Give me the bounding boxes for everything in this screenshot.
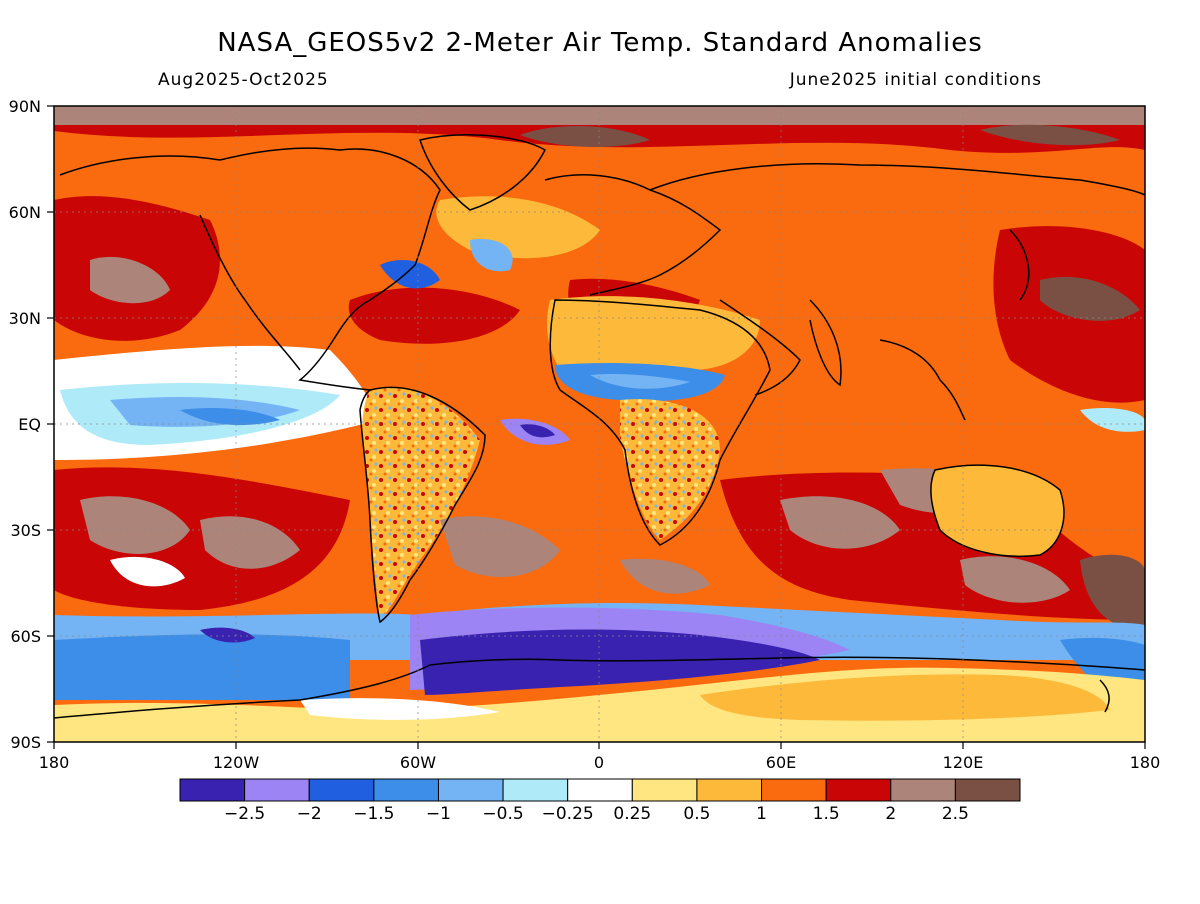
colorbar-label: −2: [297, 804, 322, 824]
axis-ticks: [47, 105, 1146, 749]
colorbar-label: 0.5: [683, 804, 710, 824]
colorbar-swatch: [373, 778, 439, 802]
colorbar-swatch: [890, 778, 956, 802]
lat-label: 90N: [9, 97, 41, 116]
longitude-labels: 180 120W 60W 0 60E 120E 180: [39, 753, 1161, 772]
colorbar-swatch: [631, 778, 698, 802]
colorbar-swatch: [179, 778, 246, 802]
lat-label: 30S: [10, 521, 41, 540]
colorbar-labels: −2.5 −2 −1.5 −1 −0.5 −0.25 0.25 0.5 1 1.5 2 2.5: [224, 804, 969, 824]
coastlines: [54, 134, 1145, 719]
lat-label: 60N: [9, 203, 41, 222]
lat-label: 90S: [10, 733, 41, 752]
colorbar-swatch: [437, 778, 504, 802]
colorbar-label: −0.5: [482, 804, 523, 824]
colorbar-label: −0.25: [542, 804, 594, 824]
colorbar-swatch: [244, 778, 310, 802]
lat-label: 30N: [9, 309, 41, 328]
colorbar-label: −1.5: [353, 804, 394, 824]
colorbar-swatch: [954, 778, 1021, 802]
lat-label: 60S: [10, 627, 41, 646]
lon-label: 60E: [766, 753, 796, 772]
colorbar-swatch: [308, 778, 375, 802]
colorbar-label: 2.5: [942, 804, 969, 824]
colorbar-label: −2.5: [224, 804, 265, 824]
colorbar-swatch: [696, 778, 763, 802]
forecast-period: Aug2025-Oct2025: [158, 70, 329, 90]
lon-label: 60W: [400, 753, 436, 772]
colorbar-swatch: [502, 778, 569, 802]
colorbar-swatch: [567, 778, 633, 802]
colorbar-swatch: [825, 778, 892, 802]
lon-label: 180: [1130, 753, 1161, 772]
colorbar: [179, 778, 1021, 802]
colorbar-label: 2: [885, 804, 896, 824]
chart-title: NASA_GEOS5v2 2-Meter Air Temp. Standard …: [217, 28, 983, 58]
lat-label: EQ: [18, 415, 41, 434]
initial-conditions: June2025 initial conditions: [789, 70, 1042, 90]
colorbar-label: −1: [426, 804, 451, 824]
colorbar-swatch: [761, 778, 827, 802]
lon-label: 120E: [943, 753, 984, 772]
colorbar-label: 1: [756, 804, 767, 824]
lon-label: 120W: [213, 753, 260, 772]
lon-label: 0: [594, 753, 604, 772]
grid-lines: [54, 106, 1145, 742]
latitude-labels: 90N 60N 30N EQ 30S 60S 90S: [9, 97, 41, 752]
lon-label: 180: [39, 753, 70, 772]
colorbar-label: 1.5: [813, 804, 840, 824]
colorbar-label: 0.25: [613, 804, 651, 824]
